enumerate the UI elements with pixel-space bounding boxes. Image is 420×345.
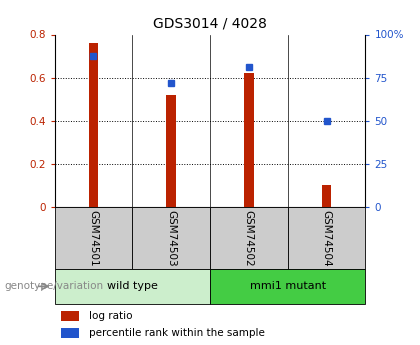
Bar <box>89 43 98 207</box>
Bar <box>55 269 210 304</box>
Text: mmi1 mutant: mmi1 mutant <box>249 282 326 291</box>
Bar <box>61 328 79 338</box>
Bar <box>210 269 365 304</box>
Bar <box>132 207 210 269</box>
Text: GSM74501: GSM74501 <box>89 210 98 267</box>
Bar <box>244 73 254 207</box>
Bar <box>166 95 176 207</box>
Text: wild type: wild type <box>107 282 158 291</box>
Title: GDS3014 / 4028: GDS3014 / 4028 <box>153 17 267 31</box>
Bar <box>210 207 288 269</box>
Text: GSM74504: GSM74504 <box>322 210 331 267</box>
Text: log ratio: log ratio <box>89 311 132 321</box>
Text: genotype/variation: genotype/variation <box>4 282 103 291</box>
Bar <box>322 186 331 207</box>
Text: GSM74503: GSM74503 <box>166 210 176 267</box>
Bar <box>61 311 79 321</box>
Text: GSM74502: GSM74502 <box>244 210 254 267</box>
Text: percentile rank within the sample: percentile rank within the sample <box>89 328 265 338</box>
Bar <box>55 207 132 269</box>
Bar <box>288 207 365 269</box>
